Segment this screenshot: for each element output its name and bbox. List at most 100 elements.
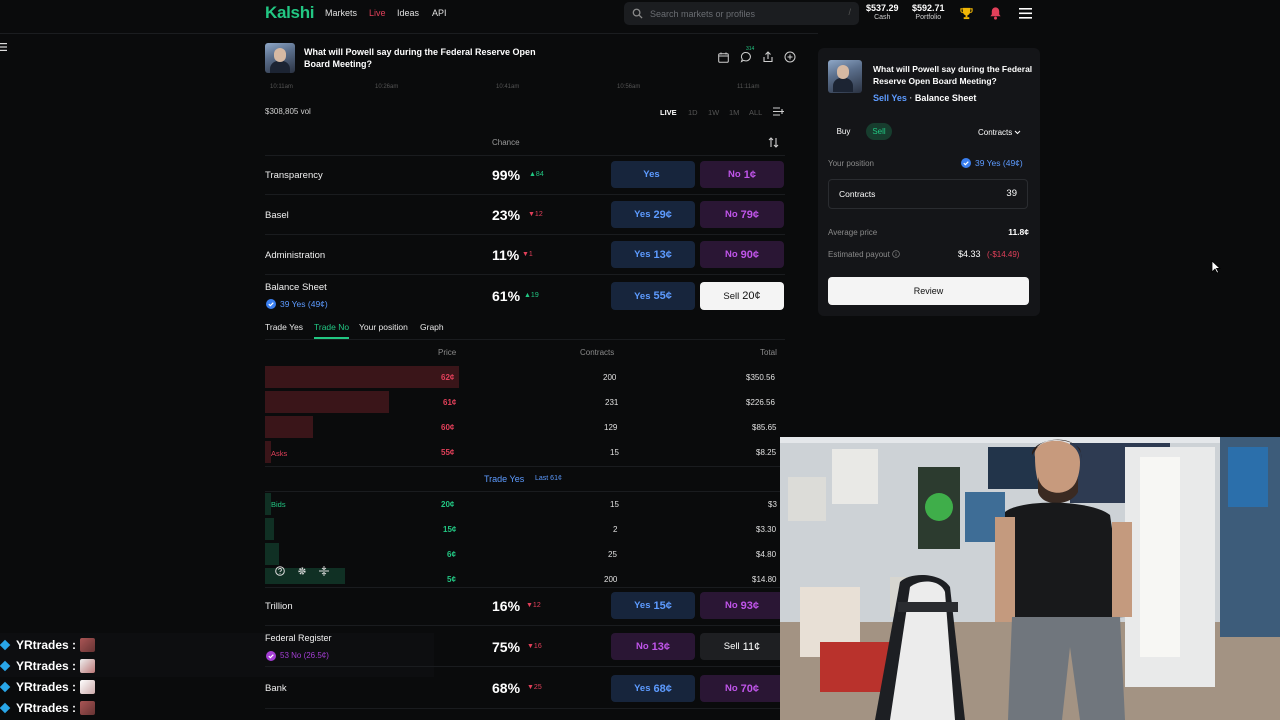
settings-gear-icon[interactable]: [297, 566, 307, 576]
outcome-name[interactable]: Transparency: [265, 170, 323, 181]
volume-label: $308,805 vol: [265, 107, 311, 116]
tab-trade-yes[interactable]: Trade Yes: [265, 322, 303, 332]
outcome-name[interactable]: Basel: [265, 210, 289, 221]
bid-total: $3: [768, 500, 777, 509]
ask-price[interactable]: 60¢: [441, 423, 455, 432]
outcome-delta: ▼12: [528, 211, 543, 218]
nav-markets[interactable]: Markets: [325, 8, 358, 18]
nav-live[interactable]: Live: [369, 8, 386, 18]
buy-yes-button[interactable]: Yes 29¢: [611, 201, 695, 228]
ask-depth-bar: [265, 391, 389, 413]
kalshi-logo[interactable]: Kalshi: [265, 3, 315, 22]
add-circle-icon[interactable]: [784, 51, 796, 63]
chat-badge-icon: [0, 702, 11, 714]
nav-ideas[interactable]: Ideas: [397, 8, 420, 18]
chat-emote-icon: [80, 701, 96, 715]
comments-icon[interactable]: [740, 51, 752, 63]
review-button[interactable]: Review: [828, 277, 1029, 305]
contracts-field[interactable]: Contracts 39: [828, 179, 1028, 209]
nav-api[interactable]: API: [432, 8, 447, 18]
range-all[interactable]: ALL: [749, 108, 763, 117]
bid-price[interactable]: 5¢: [447, 575, 456, 584]
info-icon[interactable]: [892, 250, 900, 259]
calendar-icon[interactable]: [718, 52, 729, 63]
orderbook-total-header: Total: [760, 348, 777, 357]
outcome-chance: 16%: [492, 598, 521, 614]
notification-bell-icon[interactable]: [989, 6, 1002, 20]
sort-icon[interactable]: [768, 137, 779, 148]
buy-toggle[interactable]: Buy: [836, 127, 851, 136]
row-divider: [265, 491, 785, 492]
outcome-chance: 23%: [492, 207, 521, 223]
panel-side: Sell Yes: [873, 93, 907, 103]
ask-price[interactable]: 62¢: [441, 373, 455, 382]
sell-button[interactable]: Sell 11¢: [700, 633, 784, 660]
buy-no-button[interactable]: No 79¢: [700, 201, 784, 228]
chat-message: YRtrades :: [0, 638, 96, 652]
chat-emote-icon: [80, 680, 96, 694]
buy-no-button[interactable]: No 70¢: [700, 675, 784, 702]
cash-label: Cash: [874, 14, 891, 21]
active-tab-indicator: [314, 337, 349, 339]
axis-time-label: 10:11am: [270, 84, 293, 90]
bid-price[interactable]: 6¢: [447, 550, 456, 559]
buy-yes-button[interactable]: Yes 68¢: [611, 675, 695, 702]
trophy-icon[interactable]: [960, 7, 973, 20]
bid-contracts: 200: [604, 575, 618, 584]
ask-price[interactable]: 55¢: [441, 448, 455, 457]
ask-total: $85.65: [752, 423, 777, 432]
outcome-name[interactable]: Federal Register: [265, 633, 332, 643]
ask-price[interactable]: 61¢: [443, 398, 457, 407]
ask-depth-bar: [265, 441, 271, 463]
cash-balance[interactable]: $537.29 Cash: [866, 3, 899, 21]
buy-no-button[interactable]: No 93¢: [700, 592, 784, 619]
outcome-name[interactable]: Bank: [265, 683, 287, 694]
chat-emote-icon: [80, 659, 96, 673]
axis-time-label: 11:11am: [737, 84, 760, 90]
bid-price[interactable]: 15¢: [443, 525, 457, 534]
tab-graph[interactable]: Graph: [420, 322, 444, 332]
row-divider: [265, 194, 785, 195]
range-live[interactable]: LIVE: [660, 108, 677, 117]
hamburger-menu-icon[interactable]: [1019, 8, 1032, 19]
spread-toggle-icon[interactable]: [319, 566, 329, 576]
chat-overlay-backdrop: [0, 633, 434, 677]
outcome-delta: ▼25: [527, 684, 542, 691]
bid-price[interactable]: 20¢: [441, 500, 455, 509]
range-1w[interactable]: 1W: [708, 108, 720, 117]
webcam-feed: [780, 437, 1280, 720]
chart-settings-icon[interactable]: [773, 107, 784, 116]
sell-toggle[interactable]: Sell: [866, 123, 892, 140]
buy-yes-button[interactable]: Yes 13¢: [611, 241, 695, 268]
buy-no-button[interactable]: No 90¢: [700, 241, 784, 268]
outcome-name[interactable]: Administration: [265, 250, 326, 261]
unit-dropdown[interactable]: Contracts: [978, 128, 1021, 137]
outcome-name[interactable]: Balance Sheet: [265, 282, 327, 293]
check-badge-icon: [961, 158, 971, 168]
search-box[interactable]: /: [624, 2, 859, 25]
portfolio-balance[interactable]: $592.71 Portfolio: [912, 3, 945, 21]
share-icon[interactable]: [762, 51, 774, 63]
buy-no-button[interactable]: No 1¢: [700, 161, 784, 188]
row-divider: [265, 625, 785, 626]
range-1d[interactable]: 1D: [688, 108, 698, 117]
buy-yes-button[interactable]: Yes 55¢: [611, 282, 695, 310]
tab-your-position[interactable]: Your position: [359, 322, 408, 332]
row-divider: [265, 666, 785, 667]
tab-trade-no[interactable]: Trade No: [314, 322, 350, 332]
asks-label: Asks: [271, 449, 288, 458]
range-1m[interactable]: 1M: [729, 108, 740, 117]
chevron-down-icon: [1014, 128, 1021, 137]
contracts-field-value[interactable]: 39: [1006, 188, 1017, 199]
sidebar-toggle-icon[interactable]: [0, 43, 7, 51]
chat-message: YRtrades :: [0, 701, 96, 715]
buy-yes-button[interactable]: Yes 15¢: [611, 592, 695, 619]
search-input[interactable]: [650, 5, 840, 22]
buy-no-button[interactable]: No 13¢: [611, 633, 695, 660]
help-icon[interactable]: [275, 566, 285, 576]
ask-depth-bar: [265, 416, 313, 438]
outcome-name[interactable]: Trillion: [265, 601, 293, 612]
buy-yes-button[interactable]: Yes: [611, 161, 695, 188]
sell-button[interactable]: Sell 20¢: [700, 282, 784, 310]
spread-trade-yes[interactable]: Trade Yes: [484, 474, 525, 484]
